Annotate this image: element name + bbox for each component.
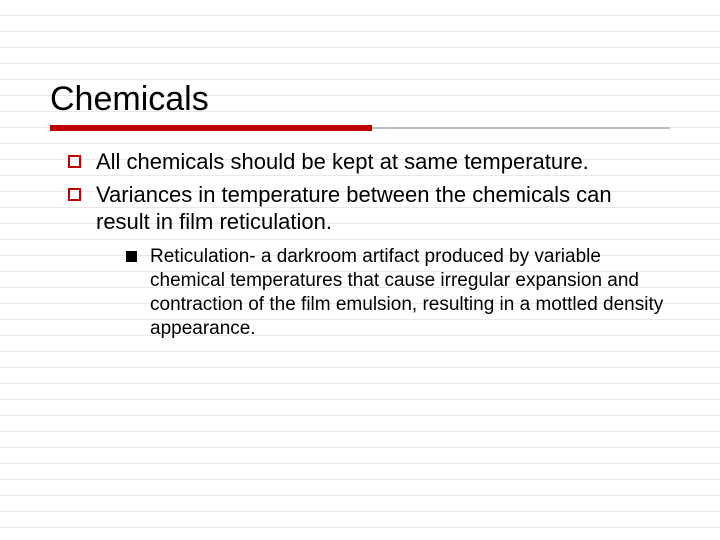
square-open-icon <box>68 155 81 168</box>
bullet-text: All chemicals should be kept at same tem… <box>96 149 589 174</box>
title-underline-gray <box>372 127 670 129</box>
sub-bullet-item: Reticulation- a darkroom artifact produc… <box>126 245 670 340</box>
sub-bullet-list: Reticulation- a darkroom artifact produc… <box>96 245 670 340</box>
bullet-text: Variances in temperature between the che… <box>96 182 612 234</box>
title-underline <box>50 125 670 131</box>
slide-content: Chemicals All chemicals should be kept a… <box>0 0 720 386</box>
sub-bullet-text: Reticulation- a darkroom artifact produc… <box>150 246 663 338</box>
square-filled-icon <box>126 251 137 262</box>
bullet-item: Variances in temperature between the che… <box>68 182 670 341</box>
bullet-list: All chemicals should be kept at same tem… <box>50 149 670 340</box>
title-underline-red <box>50 125 372 131</box>
square-open-icon <box>68 188 81 201</box>
bullet-item: All chemicals should be kept at same tem… <box>68 149 670 176</box>
slide-title: Chemicals <box>50 80 670 119</box>
